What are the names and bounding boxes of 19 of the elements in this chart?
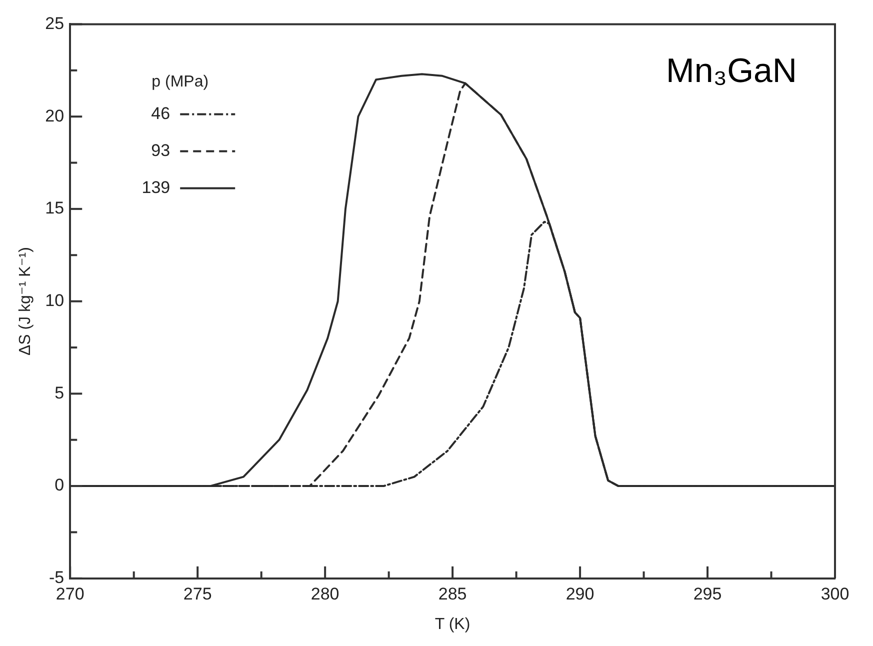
x-tick-label: 285 <box>438 584 467 604</box>
x-tick-label: 300 <box>820 584 850 604</box>
y-tick-label: 5 <box>54 383 64 402</box>
legend-label: 46 <box>151 104 170 123</box>
y-tick-label: 10 <box>45 290 64 310</box>
legend-label: 93 <box>151 140 170 160</box>
y-axis-title: ΔS (J kg⁻¹ K⁻¹) <box>17 247 34 356</box>
x-tick-label: 295 <box>693 584 722 604</box>
y-tick-label: 20 <box>45 106 64 126</box>
annotation: Mn₃GaN <box>666 52 797 90</box>
y-tick-label: 0 <box>54 476 64 495</box>
y-tick-label: 15 <box>45 198 64 218</box>
x-tick-label: 280 <box>310 584 340 604</box>
x-tick-label: 275 <box>183 584 212 604</box>
legend-label: 139 <box>142 178 170 197</box>
x-axis-title: T (K) <box>434 616 470 633</box>
y-tick-label: 25 <box>45 14 64 33</box>
x-tick-label: 290 <box>566 584 594 604</box>
legend-title: p (MPa) <box>152 74 209 91</box>
